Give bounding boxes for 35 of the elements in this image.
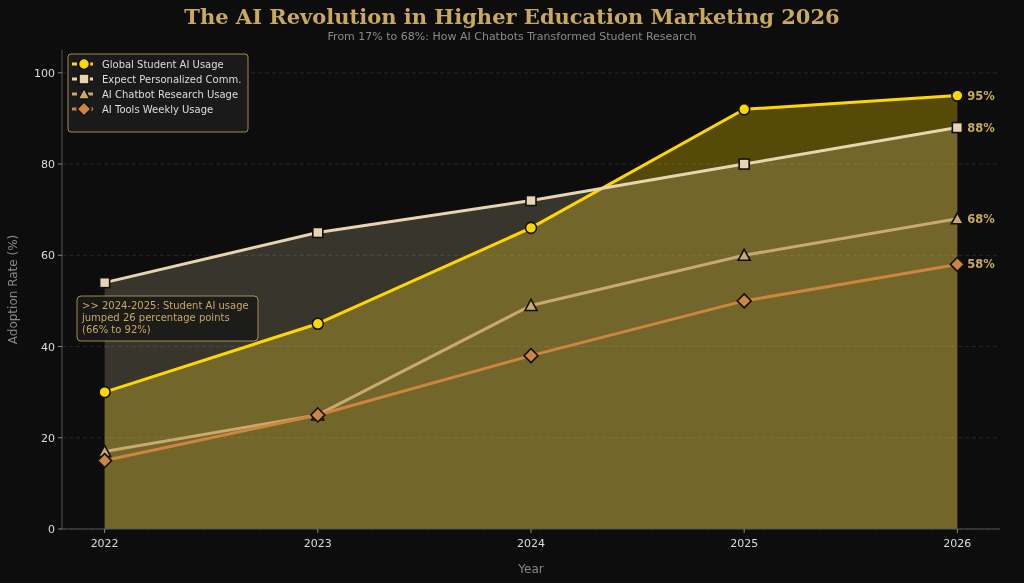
x-tick-label: 2023	[303, 537, 332, 550]
point	[98, 385, 111, 399]
x-tick-label: 2026	[943, 537, 972, 550]
y-tick-label: 40	[41, 340, 55, 354]
legend-label: Expect Personalized Comm.	[102, 74, 242, 85]
x-tick-label: 2024	[517, 537, 545, 550]
point	[311, 317, 325, 331]
legend-label: Global Student AI Usage	[102, 59, 224, 70]
y-tick-label: 20	[41, 431, 55, 445]
point	[523, 347, 539, 364]
y-axis-title: Adoption Rate (%)	[6, 234, 20, 345]
y-tick-label: 100	[34, 66, 55, 80]
point	[736, 293, 752, 309]
x-axis-title: Year	[517, 562, 544, 576]
x-tick-label: 2025	[730, 537, 759, 550]
legend-label: AI Chatbot Research Usage	[102, 89, 239, 100]
data-label: 68%	[967, 211, 996, 226]
point	[96, 452, 113, 469]
y-tick-label: 0	[48, 523, 55, 536]
legend-label: AI Tools Weekly Usage	[102, 104, 214, 115]
point	[737, 103, 751, 116]
data-label: 88%	[967, 120, 996, 135]
point	[949, 256, 966, 273]
point	[737, 248, 751, 262]
point	[524, 221, 538, 235]
y-tick-label: 60	[41, 249, 55, 263]
data-label: 95%	[967, 88, 996, 103]
point	[738, 158, 750, 170]
data-label: 58%	[967, 257, 996, 272]
chart-subtitle: From 17% to 68%: How AI Chatbots Transformed Student Research	[327, 30, 697, 43]
point	[524, 298, 538, 312]
x-tick-label: 2022	[90, 537, 119, 550]
y-tick-label: 80	[41, 158, 55, 172]
annotation: >> 2024-2025: Student AI usage jumped 26 percentage points (66% to 92%)	[81, 300, 249, 335]
chart-title: The AI Revolution in Higher Education Marketing 2026	[184, 4, 840, 29]
